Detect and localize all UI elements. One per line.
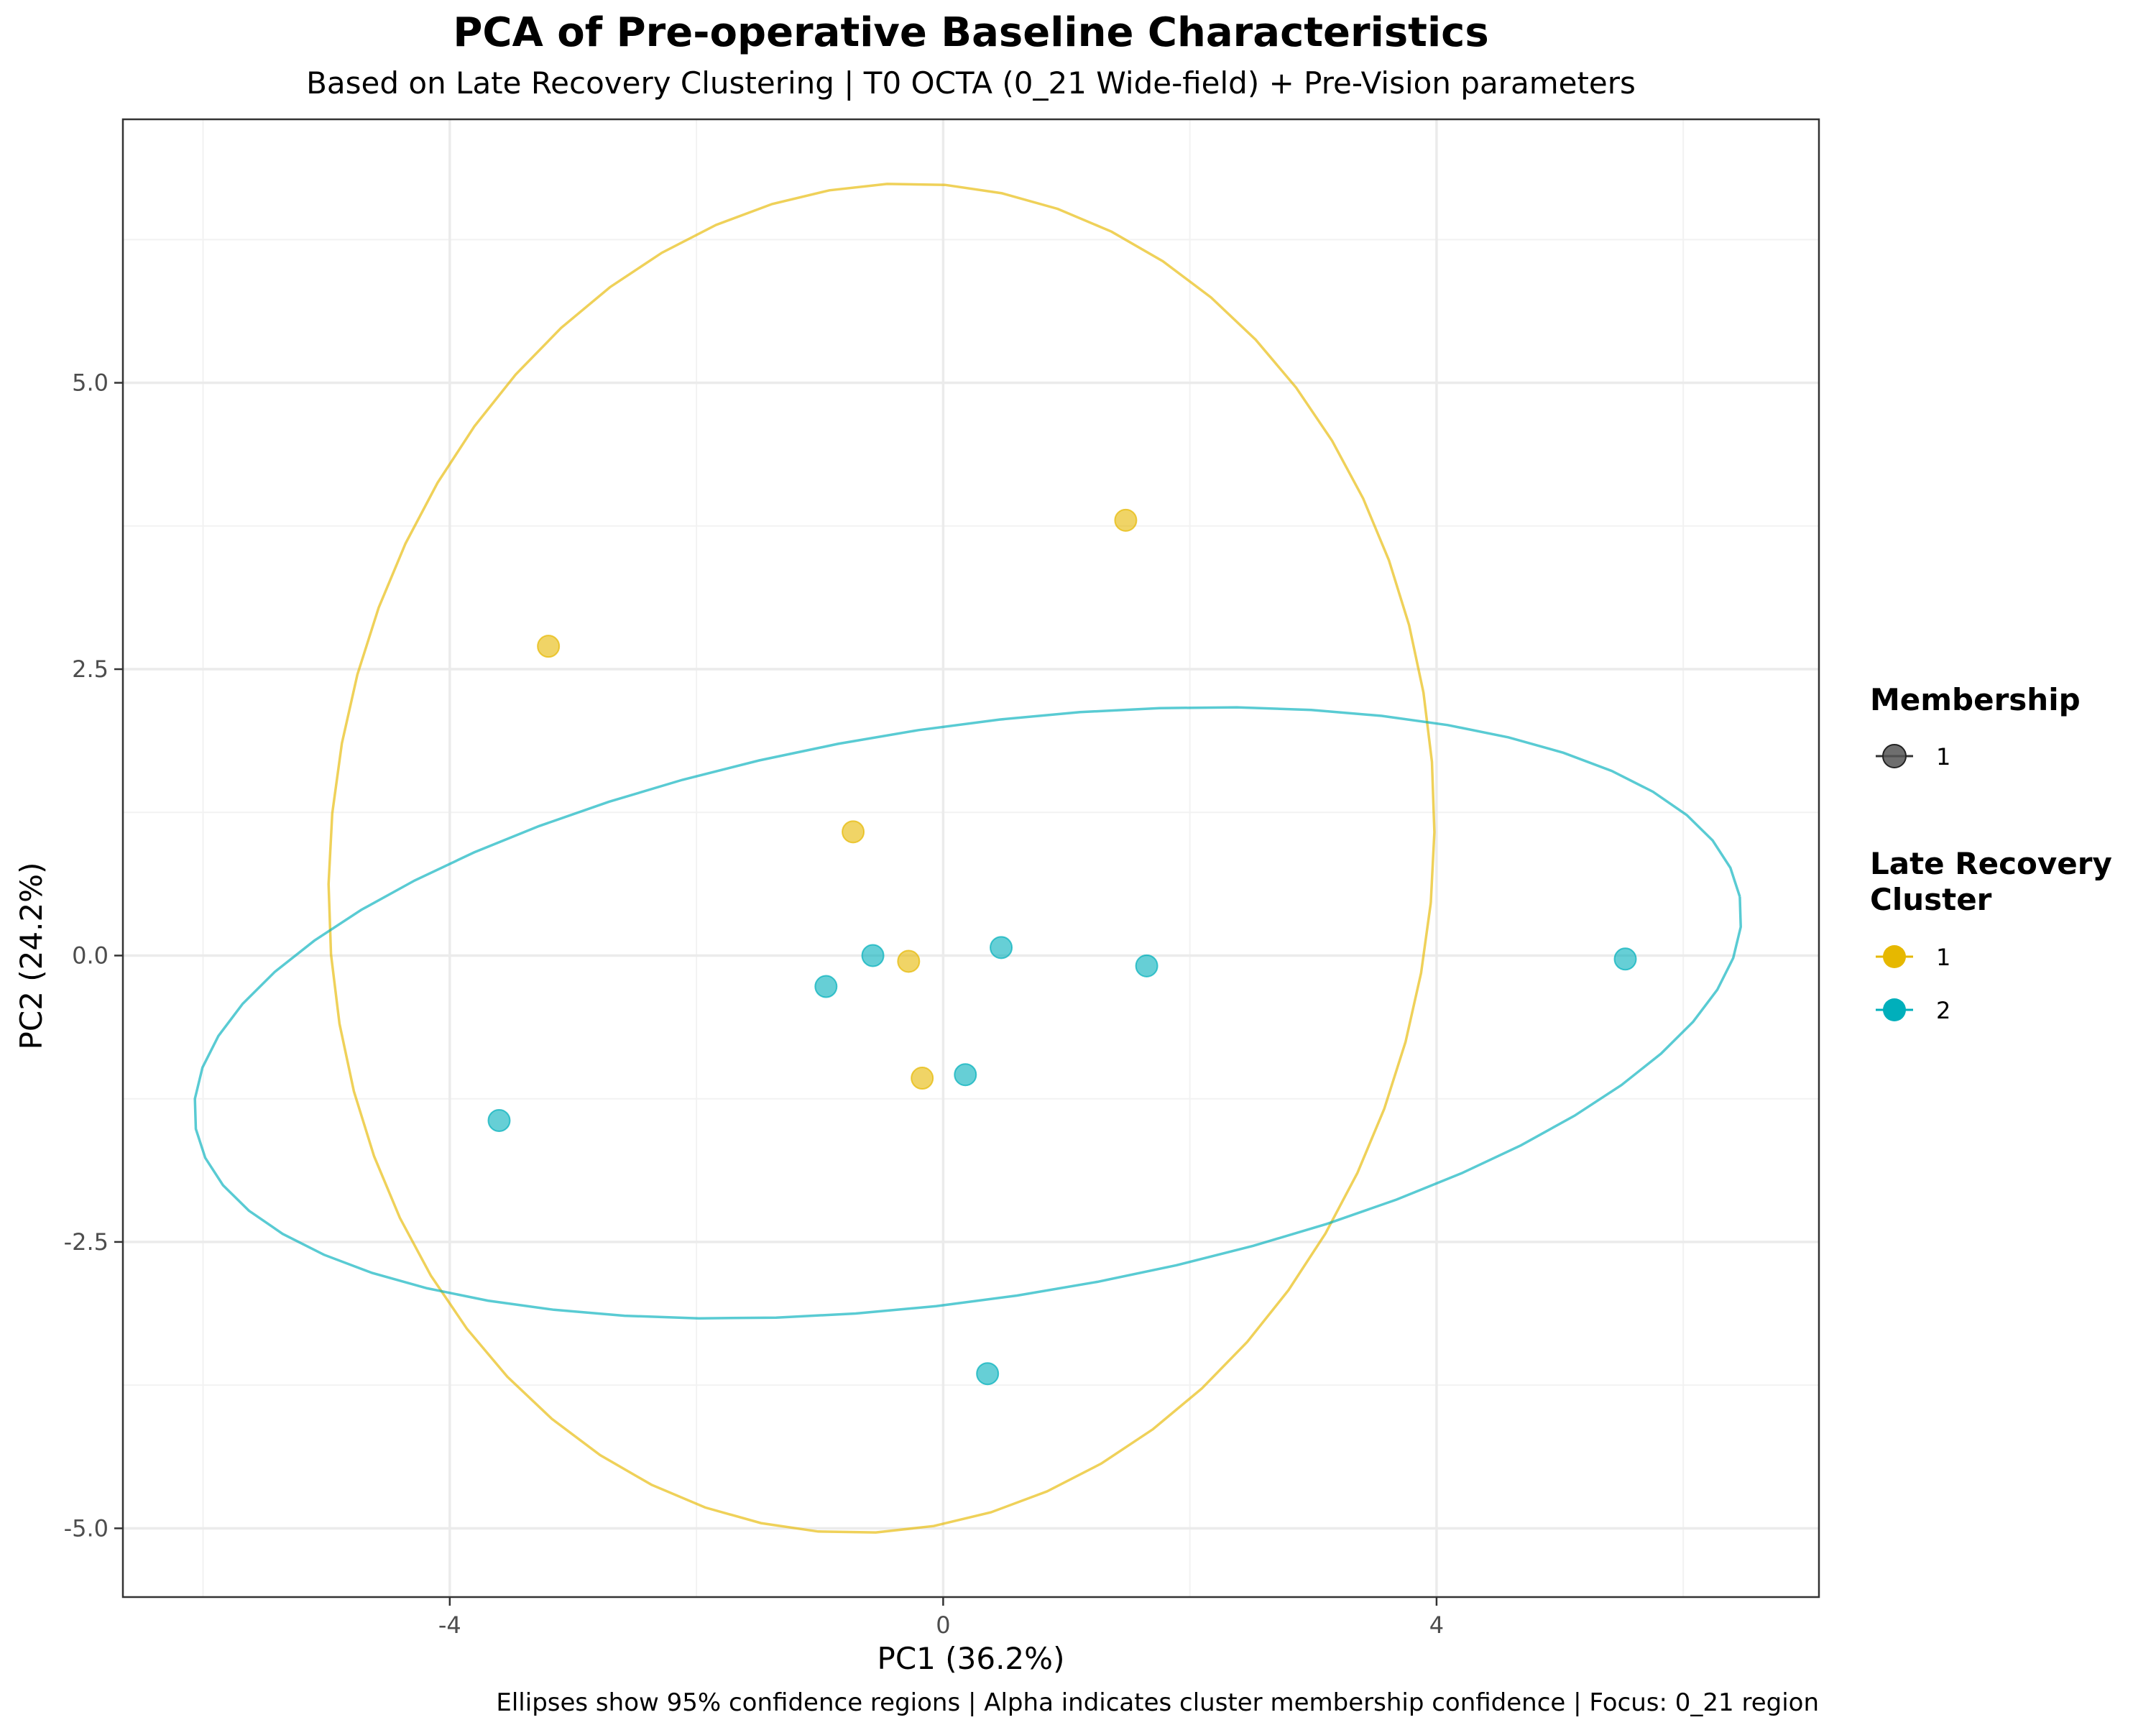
data-point-cluster-2 xyxy=(954,1063,977,1087)
data-points xyxy=(487,508,1637,1386)
legend-cluster1-label: 1 xyxy=(1936,944,1950,971)
minor-gridlines xyxy=(123,119,1819,1597)
y-tick-label: 0.0 xyxy=(72,942,109,969)
chart-title: PCA of Pre-operative Baseline Characteri… xyxy=(453,9,1488,56)
plot-panel-border xyxy=(121,118,1820,1598)
legend-cluster-title-line2: Cluster xyxy=(1870,882,1992,917)
chart-subtitle: Based on Late Recovery Clustering | T0 O… xyxy=(306,65,1636,101)
x-tick-label: 0 xyxy=(936,1611,950,1639)
y-tick-label: -5.0 xyxy=(64,1514,109,1542)
legend-cluster1-key-point xyxy=(1883,945,1906,968)
legend: Membership 1 Late Recovery Cluster 1 2 xyxy=(1870,682,2112,1024)
data-point-cluster-2 xyxy=(861,944,885,967)
data-point-cluster-1 xyxy=(842,820,865,844)
x-tick-label: -4 xyxy=(438,1611,461,1639)
data-point-cluster-2 xyxy=(1135,954,1158,978)
data-point-cluster-1 xyxy=(897,949,921,973)
confidence-ellipses xyxy=(193,183,1742,1534)
data-point-cluster-2 xyxy=(976,1362,1000,1386)
x-axis-ticks: -4 0 4 xyxy=(438,1597,1444,1639)
x-axis-title: PC1 (36.2%) xyxy=(877,1641,1065,1676)
y-axis-ticks: -5.0 -2.5 0.0 2.5 5.0 xyxy=(64,369,123,1542)
data-point-cluster-2 xyxy=(1613,947,1637,971)
data-point-cluster-1 xyxy=(1114,508,1138,532)
data-point-cluster-2 xyxy=(487,1108,511,1132)
y-tick-label: 2.5 xyxy=(72,656,109,683)
data-point-cluster-2 xyxy=(814,975,838,998)
legend-cluster2-label: 2 xyxy=(1936,997,1950,1024)
confidence-ellipse-cluster-1 xyxy=(327,183,1436,1534)
legend-cluster-title-line1: Late Recovery xyxy=(1870,846,2112,881)
legend-membership-label: 1 xyxy=(1936,743,1950,770)
y-tick-label: 5.0 xyxy=(72,369,109,397)
data-point-cluster-1 xyxy=(911,1067,934,1090)
chart-caption: Ellipses show 95% confidence regions | A… xyxy=(496,1688,1819,1717)
y-tick-label: -2.5 xyxy=(64,1228,109,1256)
legend-membership-key-point xyxy=(1882,744,1907,768)
legend-membership-title: Membership xyxy=(1870,682,2081,717)
y-axis-title: PC2 (24.2%) xyxy=(14,862,49,1050)
confidence-ellipse-cluster-2 xyxy=(193,706,1742,1320)
major-gridlines xyxy=(123,119,1819,1597)
legend-cluster2-key-point xyxy=(1883,998,1906,1021)
data-point-cluster-2 xyxy=(990,936,1013,960)
x-tick-label: 4 xyxy=(1429,1611,1444,1639)
data-point-cluster-1 xyxy=(537,635,561,658)
